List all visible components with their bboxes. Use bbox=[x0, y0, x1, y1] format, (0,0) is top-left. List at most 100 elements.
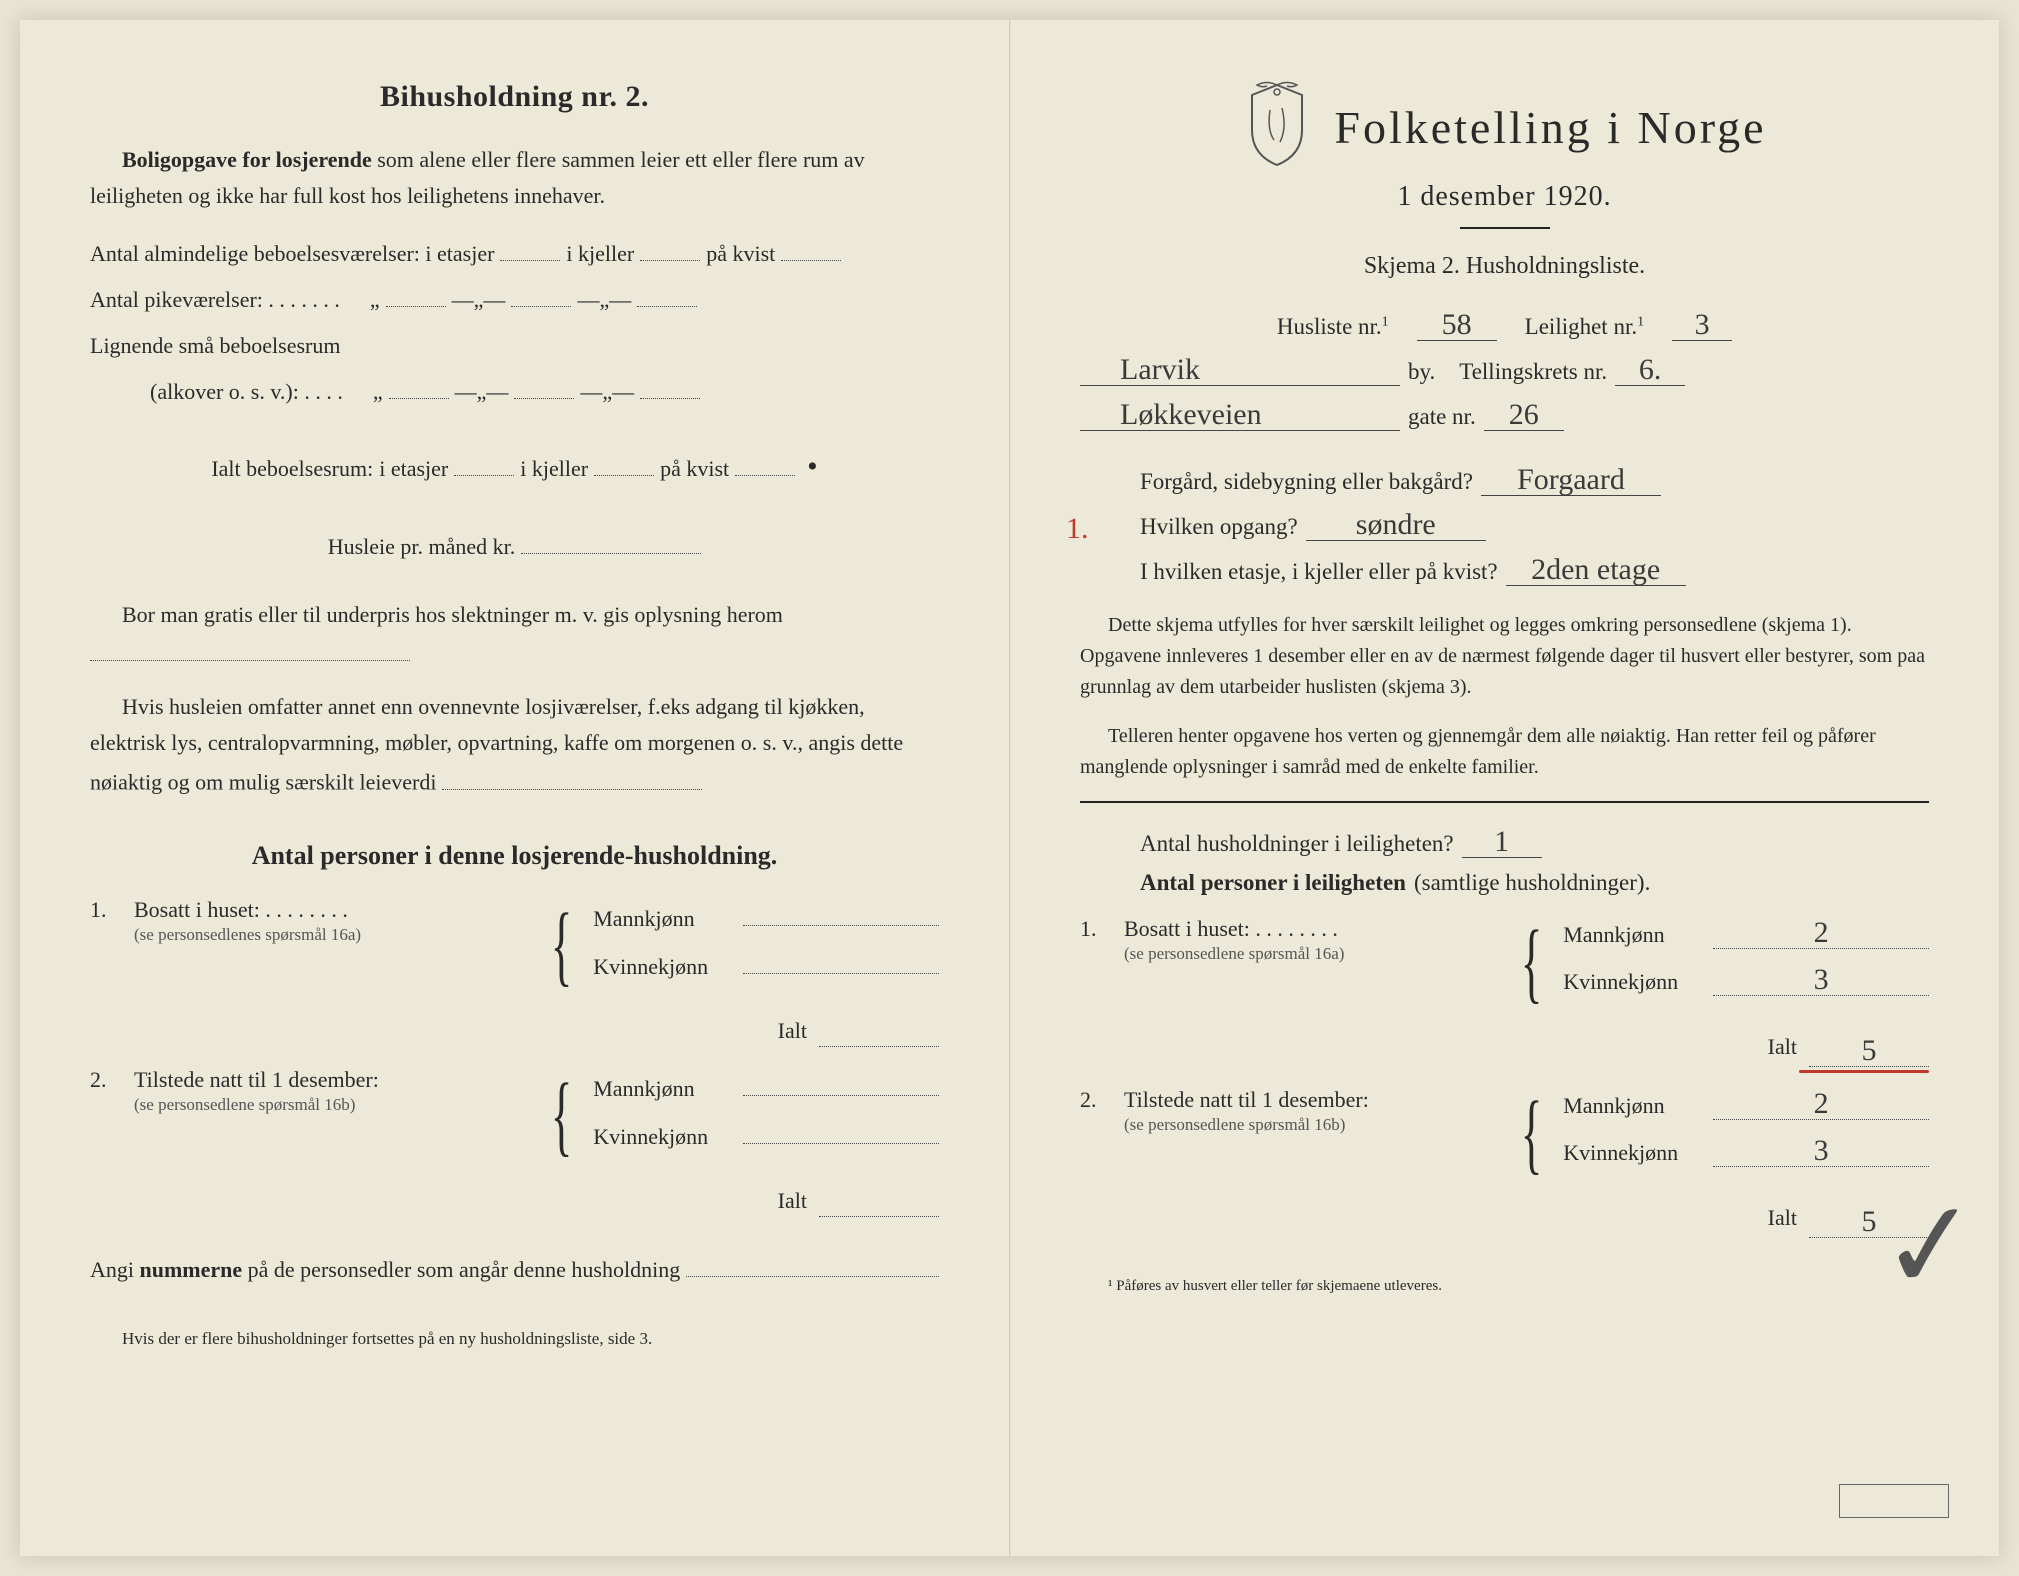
count-label: Tilstede natt til 1 desember: (se person… bbox=[134, 1067, 534, 1115]
red-annotation: 1. bbox=[1066, 512, 1089, 546]
ialt-row-1: Ialt bbox=[90, 1018, 939, 1047]
label-mann: Mannkjønn bbox=[1563, 1093, 1713, 1119]
row-q2: Hvilken opgang? søndre bbox=[1140, 508, 1929, 541]
count-label: Tilstede natt til 1 desember: (se person… bbox=[1124, 1087, 1504, 1135]
label: Forgård, sidebygning eller bakgård? bbox=[1140, 469, 1473, 495]
label-krets: Tellingskrets nr. bbox=[1459, 359, 1607, 385]
label: Antal pikeværelser: . . . . . . . bbox=[90, 277, 340, 323]
count-label: Bosatt i huset: . . . . . . . . (se pers… bbox=[134, 897, 534, 945]
blank bbox=[686, 1253, 939, 1277]
divider bbox=[1460, 227, 1550, 229]
blank bbox=[735, 448, 795, 477]
num: 1. bbox=[1080, 916, 1124, 942]
label: Bosatt i huset: . . . . . . . . bbox=[1124, 916, 1338, 941]
val-leilighet: 3 bbox=[1672, 308, 1732, 341]
blank bbox=[637, 278, 697, 307]
label: i kjeller bbox=[520, 446, 588, 492]
val-gate: Løkkeveien bbox=[1080, 398, 1400, 431]
label-sub: (samtlige husholdninger). bbox=[1414, 870, 1650, 896]
label: (alkover o. s. v.): . . . . bbox=[150, 369, 343, 415]
num: 2. bbox=[90, 1067, 134, 1093]
val-mann: 2 bbox=[1713, 916, 1929, 949]
label-mann: Mannkjønn bbox=[1563, 922, 1713, 948]
left-footnote: Hvis der er flere bihusholdninger fortse… bbox=[90, 1329, 939, 1349]
printer-stamp bbox=[1839, 1484, 1949, 1518]
label-ialt: Ialt bbox=[778, 1188, 807, 1217]
blank-etasjer bbox=[500, 232, 560, 261]
blank bbox=[819, 1018, 939, 1047]
ialt-row-2: Ialt bbox=[90, 1188, 939, 1217]
blank bbox=[594, 448, 654, 477]
label: Antal almindelige beboelsesværelser: i e… bbox=[90, 231, 494, 277]
row-q3: I hvilken etasje, i kjeller eller på kvi… bbox=[1140, 553, 1929, 586]
label: på kvist bbox=[660, 446, 729, 492]
blank bbox=[90, 633, 410, 662]
row-rooms-ordinary: Antal almindelige beboelsesværelser: i e… bbox=[90, 231, 939, 277]
schema-line: Skjema 2. Husholdningsliste. bbox=[1080, 253, 1929, 280]
label: Lignende små beboelsesrum bbox=[90, 323, 341, 369]
row-alkover-top: Lignende små beboelsesrum bbox=[90, 323, 939, 369]
val-krets: 6. bbox=[1615, 353, 1685, 386]
row-angi: Angi nummerne på de personsedler som ang… bbox=[90, 1247, 939, 1293]
label-ialt: Ialt bbox=[778, 1018, 807, 1047]
blank bbox=[743, 897, 939, 926]
label: Ialt beboelsesrum: bbox=[211, 446, 373, 492]
label: Hvilken opgang? bbox=[1140, 514, 1298, 540]
label: Angi nummerne på de personsedler som ang… bbox=[90, 1247, 680, 1293]
blank bbox=[743, 946, 939, 975]
label-ialt: Ialt bbox=[1768, 1205, 1797, 1238]
num: 1. bbox=[90, 897, 134, 923]
label-ialt: Ialt bbox=[1768, 1034, 1797, 1067]
count-title: Antal personer i denne losjerende-hushol… bbox=[90, 841, 939, 871]
label-gate: gate nr. bbox=[1408, 404, 1476, 430]
label-mann: Mannkjønn bbox=[593, 1076, 743, 1102]
right-page: Folketelling i Norge 1 desember 1920. Sk… bbox=[1010, 20, 1999, 1556]
row-by: Larvik by. Tellingskrets nr. 6. bbox=[1080, 353, 1929, 386]
row-husliste: Husliste nr.1 58 Leilighet nr.1 3 bbox=[1080, 308, 1929, 341]
instructions-1: Dette skjema utfylles for hver særskilt … bbox=[1080, 610, 1929, 703]
val-q1: Forgaard bbox=[1481, 463, 1661, 496]
count-values: Mannkjønn Kvinnekjønn bbox=[593, 1067, 939, 1164]
brace-icon: { bbox=[551, 1080, 573, 1152]
label: Husleie pr. måned kr. bbox=[328, 524, 516, 570]
blank bbox=[389, 371, 449, 400]
blank bbox=[743, 1067, 939, 1096]
blank-kvist bbox=[781, 232, 841, 261]
para-husleien-annet: Hvis husleien omfatter annet enn ovennev… bbox=[90, 689, 939, 801]
val-gatenr: 26 bbox=[1484, 398, 1564, 431]
count-block-2: 2. Tilstede natt til 1 desember: (se per… bbox=[90, 1067, 939, 1164]
label: i etasjer bbox=[379, 446, 448, 492]
label: Tilstede natt til 1 desember: bbox=[1124, 1087, 1369, 1112]
label: Husliste nr.1 bbox=[1277, 314, 1389, 340]
label-mann: Mannkjønn bbox=[593, 906, 743, 932]
row-ialt-rooms: Ialt beboelsesrum: i etasjer i kjeller p… bbox=[90, 435, 939, 498]
row-husleie: Husleie pr. måned kr. bbox=[90, 524, 939, 570]
brace-icon: { bbox=[551, 910, 573, 982]
val-ialt: 5 bbox=[1809, 1034, 1929, 1067]
left-title: Bihusholdning nr. 2. bbox=[90, 80, 939, 114]
val-q3: 2den etage bbox=[1506, 553, 1686, 586]
row-pikevaerelser: Antal pikeværelser: . . . . . . . „ —„— … bbox=[90, 277, 939, 323]
row-alkover: (alkover o. s. v.): . . . . „ —„— —„— bbox=[90, 369, 939, 415]
intro-bold: Boligopgave for losjerende bbox=[122, 147, 372, 172]
blank-husleie bbox=[521, 526, 701, 555]
blank bbox=[511, 278, 571, 307]
label: i kjeller bbox=[566, 231, 634, 277]
sublabel: (se personsedlene spørsmål 16a) bbox=[1124, 944, 1504, 964]
brace-icon: { bbox=[1521, 1098, 1543, 1170]
label-kvin: Kvinnekjønn bbox=[1563, 1140, 1713, 1166]
val-husliste: 58 bbox=[1417, 308, 1497, 341]
checkmark-icon: ✓ bbox=[1875, 1173, 1987, 1320]
hr bbox=[1080, 801, 1929, 803]
count-block-r1: 1. Bosatt i huset: . . . . . . . . (se p… bbox=[1080, 916, 1929, 1010]
count-values: Mannkjønn2 Kvinnekjønn3 bbox=[1563, 916, 1929, 1010]
val-by: Larvik bbox=[1080, 353, 1400, 386]
blank bbox=[640, 371, 700, 400]
sublabel: (se personsedlene spørsmål 16b) bbox=[1124, 1115, 1504, 1135]
label: Antal personer i leiligheten bbox=[1140, 870, 1406, 896]
ialt-row-r2: Ialt 5 bbox=[1080, 1205, 1929, 1238]
label: Bosatt i huset: . . . . . . . . bbox=[134, 897, 348, 922]
label-kvin: Kvinnekjønn bbox=[1563, 969, 1713, 995]
val-kvin: 3 bbox=[1713, 1134, 1929, 1167]
label-kvin: Kvinnekjønn bbox=[593, 1124, 743, 1150]
